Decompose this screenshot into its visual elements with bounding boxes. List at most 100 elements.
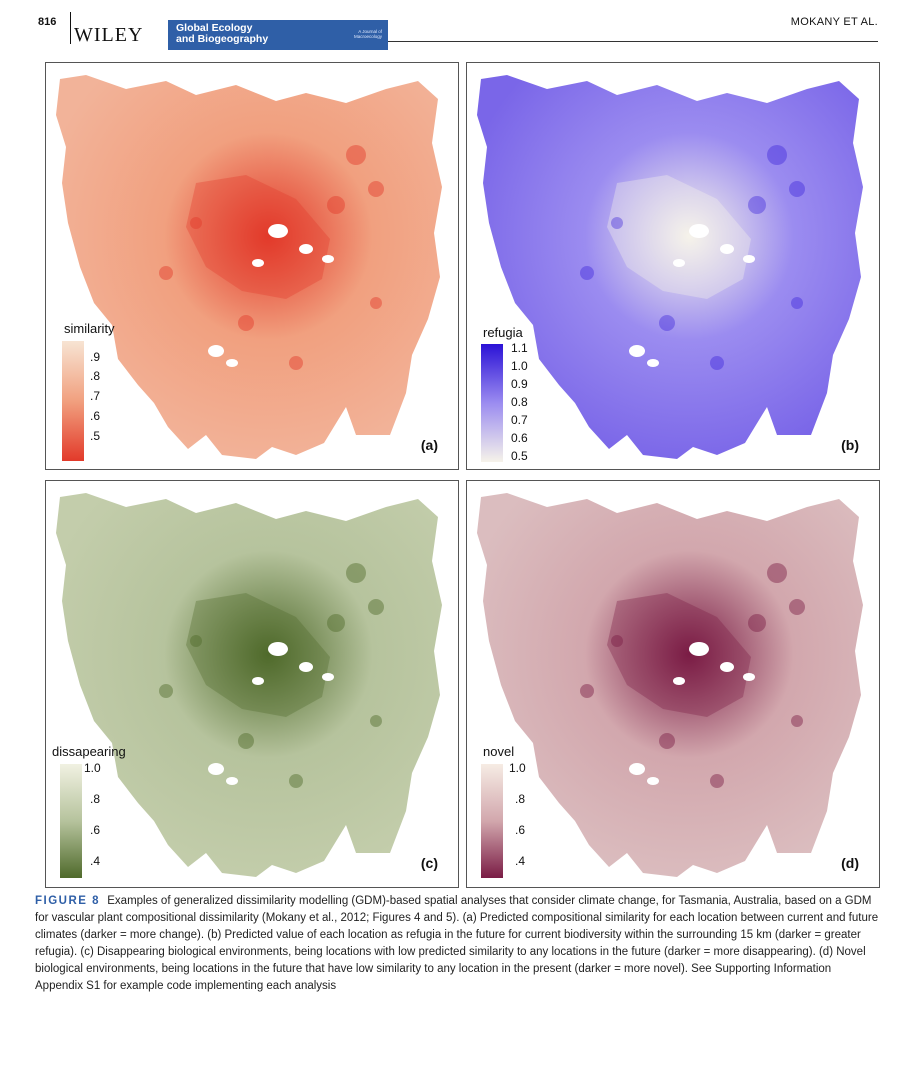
legend-title: similarity — [64, 321, 115, 336]
legend-colorbar — [481, 344, 503, 462]
highland-region — [607, 175, 751, 299]
lake — [647, 777, 659, 785]
tasmania-map-a — [56, 75, 442, 459]
map-panel-d: novel 1.0 .8 .6 .4 (d) — [466, 480, 880, 888]
island-shape — [56, 493, 442, 877]
legend-tick: .6 — [90, 409, 101, 423]
legend-colorbar — [62, 341, 84, 461]
panel-label: (c) — [420, 855, 438, 871]
legend-tick: .7 — [90, 389, 101, 403]
dark-patch — [368, 599, 384, 615]
legend-tick: .8 — [90, 792, 101, 806]
legend-title: refugia — [483, 325, 523, 340]
dark-patch — [748, 614, 766, 632]
legend-tick: 1.0 — [84, 761, 101, 775]
dark-patch — [289, 356, 303, 370]
lake — [689, 642, 709, 656]
lake — [647, 359, 659, 367]
dark-patch — [710, 774, 724, 788]
lake — [720, 662, 734, 672]
legend-tick: .6 — [515, 823, 526, 837]
dark-patch — [659, 733, 675, 749]
legend-tick: 0.9 — [511, 377, 528, 391]
legend-colorbar — [60, 764, 82, 878]
page-number: 816 — [38, 16, 57, 28]
legend-tick: 1.0 — [509, 761, 526, 775]
highland-region — [186, 175, 330, 299]
figure-caption: FIGURE 8 Examples of generalized dissimi… — [35, 893, 880, 995]
publisher-logo: WILEY — [74, 24, 144, 46]
legend-tick: .5 — [90, 429, 101, 443]
lake — [322, 255, 334, 263]
lake — [299, 662, 313, 672]
dark-patch — [791, 715, 803, 727]
highland-region — [607, 593, 751, 717]
legend-tick: .4 — [90, 854, 101, 868]
island-shape — [477, 75, 863, 459]
lake — [299, 244, 313, 254]
dark-patch — [159, 684, 173, 698]
dark-patch — [767, 145, 787, 165]
figure-label: FIGURE 8 — [35, 895, 101, 907]
dark-patch — [368, 181, 384, 197]
legend-colorbar — [481, 764, 503, 878]
lake — [208, 345, 224, 357]
legend-tick: 0.6 — [511, 431, 528, 445]
lake — [226, 359, 238, 367]
dark-patch — [327, 614, 345, 632]
dark-patch — [190, 217, 202, 229]
lake — [689, 224, 709, 238]
journal-name: Global Ecology and Biogeography — [176, 22, 269, 45]
lake — [629, 345, 645, 357]
highland-region — [186, 593, 330, 717]
dark-patch — [791, 297, 803, 309]
dark-patch — [789, 181, 805, 197]
lake — [322, 673, 334, 681]
legend-tick: 1.1 — [511, 341, 528, 355]
dark-patch — [346, 145, 366, 165]
legend-tick: .6 — [90, 823, 101, 837]
island-shape — [477, 493, 863, 877]
panel-label: (a) — [420, 437, 438, 453]
map-panel-a: similarity .9 .8 .7 .6 .5 (a) — [45, 62, 459, 470]
tasmania-map-b — [477, 75, 863, 459]
dark-patch — [767, 563, 787, 583]
lake — [268, 642, 288, 656]
dark-patch — [190, 635, 202, 647]
lake — [252, 259, 264, 267]
lake — [720, 244, 734, 254]
dark-patch — [710, 356, 724, 370]
journal-banner: Global Ecology and Biogeography A Journa… — [168, 20, 388, 50]
dark-patch — [327, 196, 345, 214]
tasmania-map-c — [56, 493, 442, 877]
lake — [629, 763, 645, 775]
dark-patch — [580, 684, 594, 698]
legend-tick: 0.8 — [511, 395, 528, 409]
page-header: 816 WILEY Global Ecology and Biogeograph… — [0, 0, 912, 50]
header-divider — [70, 12, 71, 44]
dark-patch — [238, 315, 254, 331]
dark-patch — [789, 599, 805, 615]
dark-patch — [659, 315, 675, 331]
legend-tick: .4 — [515, 854, 526, 868]
lake — [743, 255, 755, 263]
dark-patch — [611, 217, 623, 229]
running-authors: MOKANY ET AL. — [790, 16, 878, 28]
dark-patch — [370, 297, 382, 309]
lake — [743, 673, 755, 681]
dark-patch — [346, 563, 366, 583]
tasmania-map-d — [477, 493, 863, 877]
dark-patch — [159, 266, 173, 280]
legend-title: dissapearing — [52, 744, 126, 759]
dark-patch — [289, 774, 303, 788]
dark-patch — [370, 715, 382, 727]
header-rule — [388, 41, 878, 42]
dark-patch — [611, 635, 623, 647]
island-shape — [56, 75, 442, 459]
dark-patch — [580, 266, 594, 280]
map-panel-b: refugia 1.1 1.0 0.9 0.8 0.7 0.6 0.5 (b) — [466, 62, 880, 470]
caption-text: Examples of generalized dissimilarity mo… — [35, 895, 879, 992]
legend-tick: 0.7 — [511, 413, 528, 427]
lake — [673, 259, 685, 267]
lake — [208, 763, 224, 775]
